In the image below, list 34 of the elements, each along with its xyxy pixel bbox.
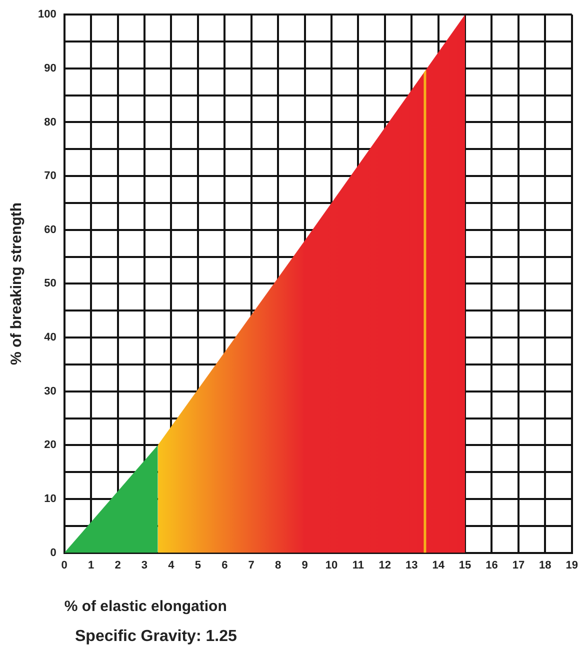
x-tick-label: 17 <box>512 559 525 572</box>
y-tick-label: 10 <box>44 493 56 506</box>
x-tick-label: 3 <box>141 559 148 572</box>
x-tick-label: 4 <box>168 559 176 572</box>
x-tick-label: 7 <box>248 559 254 572</box>
y-tick-label: 20 <box>44 439 56 452</box>
x-tick-label: 19 <box>566 559 578 572</box>
y-tick-label: 60 <box>44 224 56 236</box>
y-tick-label: 70 <box>44 170 56 182</box>
y-tick-label: 80 <box>44 116 56 128</box>
x-tick-label: 16 <box>486 559 498 572</box>
text: Specific Gravity: 1.25 <box>75 628 237 646</box>
x-axis-title: % of elastic elongation <box>64 598 227 616</box>
y-tick-label: 100 <box>38 8 56 21</box>
x-tick-label: 0 <box>61 559 68 572</box>
x-tick-label: 2 <box>114 559 121 572</box>
y-tick-label: 40 <box>44 332 56 344</box>
x-tick-label: 10 <box>325 559 338 572</box>
x-tick-label: 6 <box>222 559 228 572</box>
x-tick-label: 13 <box>405 559 418 572</box>
y-axis-title: % of breaking strength <box>8 202 26 365</box>
x-tick-label: 1 <box>88 559 94 572</box>
x-tick-label: 14 <box>432 559 446 572</box>
x-tick-label: 8 <box>274 559 282 572</box>
x-tick-label: 5 <box>194 559 201 572</box>
x-tick-label: 18 <box>539 559 552 572</box>
y-tick-label: 50 <box>44 278 56 290</box>
y-tick-label: 90 <box>44 62 56 74</box>
x-tick-label: 15 <box>458 559 472 572</box>
x-tick-label: 11 <box>352 559 364 572</box>
y-tick-label: 30 <box>44 385 56 398</box>
x-tick-label: 9 <box>302 559 308 572</box>
y-tick-label: 0 <box>50 546 56 559</box>
x-tick-label: 12 <box>378 559 392 572</box>
